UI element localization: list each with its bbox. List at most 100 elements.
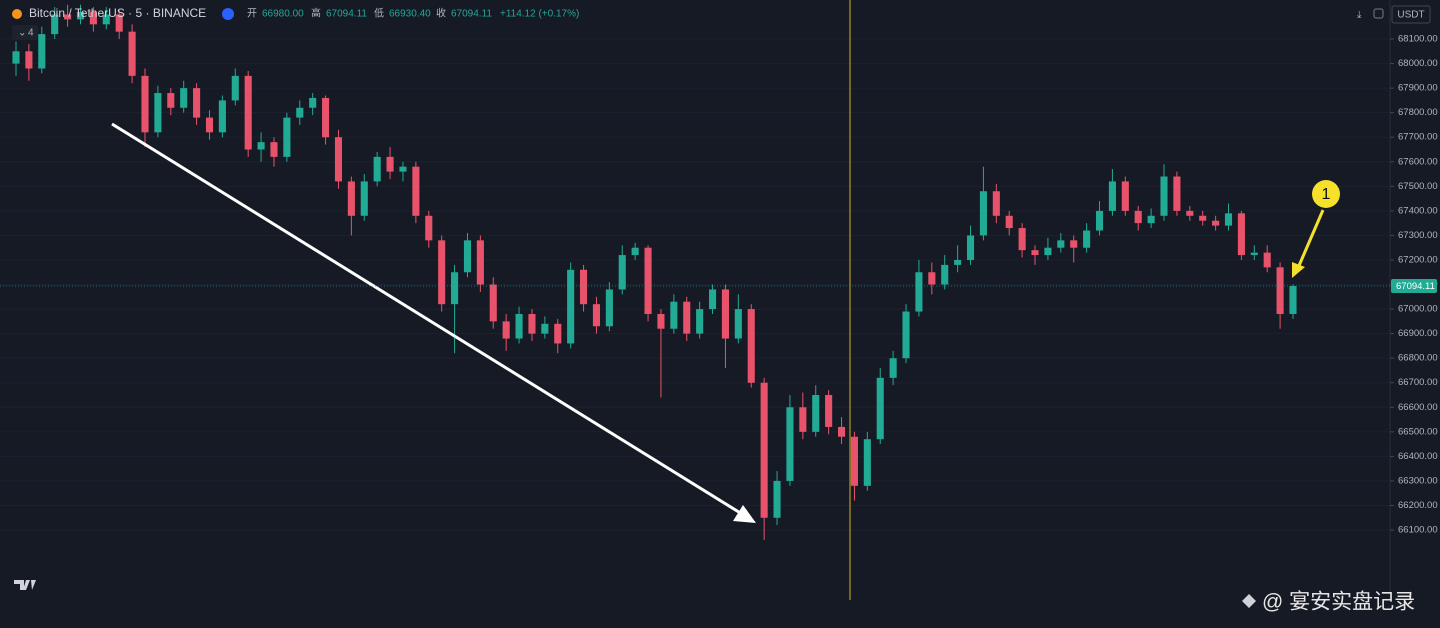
refresh-icon[interactable]: [1373, 8, 1384, 19]
candle-body: [309, 97, 317, 108]
candle-body: [554, 323, 562, 344]
candle-body: [412, 166, 420, 216]
candle-body: [605, 289, 613, 327]
indicator-toggle[interactable]: [12, 25, 38, 40]
candle-body: [218, 100, 226, 133]
y-tick-label: 66300.00: [1398, 475, 1438, 486]
candle-body: [696, 309, 704, 334]
trend-arrow-head: [733, 505, 756, 523]
candle-body: [825, 395, 833, 427]
candle-body: [515, 313, 523, 339]
candle-body: [502, 321, 510, 339]
candle-body: [786, 407, 794, 481]
y-tick-label: 67200.00: [1398, 254, 1438, 265]
candle-body: [812, 395, 820, 432]
y-tick-label: 68100.00: [1398, 34, 1438, 45]
candle-body: [296, 107, 304, 118]
watermark-logo: [1242, 594, 1256, 608]
candle-body: [1237, 213, 1245, 256]
candle-body: [25, 51, 33, 69]
y-tick-label: 67400.00: [1398, 205, 1438, 216]
candle-body: [773, 480, 781, 518]
candle-body: [1005, 215, 1013, 229]
replay-icon[interactable]: [222, 8, 234, 20]
candle-body: [244, 75, 252, 150]
y-tick-label: 67500.00: [1398, 181, 1438, 192]
candle-body: [941, 264, 949, 285]
annotation-badge: [1312, 180, 1340, 208]
currency-label: USDT: [1397, 10, 1424, 21]
candle-body: [1160, 176, 1168, 216]
candle-body: [64, 14, 72, 20]
y-tick-label: 66500.00: [1398, 426, 1438, 437]
low-value: 66930.40: [389, 9, 431, 20]
candle-body: [51, 14, 59, 35]
candle-body: [992, 191, 1000, 216]
candle-body: [644, 247, 652, 314]
candle-body: [1083, 230, 1091, 248]
grid: [0, 38, 1390, 531]
candle-body: [567, 269, 575, 344]
high-value: 67094.11: [326, 9, 367, 20]
candle-body: [12, 51, 20, 64]
annotation-label: 1: [1322, 186, 1331, 203]
candle-body: [747, 309, 755, 383]
candle-body: [850, 436, 858, 486]
candle-body: [915, 272, 923, 312]
candle-body: [592, 304, 601, 327]
candle-body: [954, 259, 962, 265]
candle-body: [683, 301, 691, 334]
tv-logo: [14, 580, 36, 590]
candle-body: [618, 255, 626, 290]
indicator-count: 4: [28, 28, 34, 39]
candle-body: [657, 313, 665, 329]
candle-body: [889, 358, 897, 378]
candle-body: [1121, 181, 1129, 211]
candle-body: [670, 301, 678, 329]
candle-body: [979, 191, 987, 236]
annotation-arrow-head: [1292, 262, 1305, 278]
y-tick-label: 67900.00: [1398, 83, 1438, 94]
candle-body: [89, 12, 97, 25]
y-tick-label: 66400.00: [1398, 451, 1438, 462]
candle-body: [373, 156, 381, 182]
y-tick-label: 66600.00: [1398, 402, 1438, 413]
candle-body: [399, 166, 407, 172]
candle-body: [1276, 267, 1284, 314]
candle-body: [489, 284, 497, 322]
candle-body: [1212, 220, 1220, 226]
candle-body: [580, 269, 588, 305]
candle-body: [386, 156, 394, 172]
candle-body: [1108, 181, 1116, 211]
candle-body: [257, 142, 265, 150]
candle-body: [1173, 176, 1181, 211]
y-tick-label: 67600.00: [1398, 156, 1438, 167]
candle-body: [1289, 285, 1297, 314]
y-tick-label: 67000.00: [1398, 304, 1438, 315]
last-price-tag: [1391, 278, 1437, 293]
currency-button[interactable]: [1391, 5, 1431, 24]
candle-body: [721, 289, 729, 339]
candle-body: [876, 377, 884, 440]
open-value: 66980.00: [262, 9, 304, 20]
candle-body: [1018, 228, 1026, 251]
y-tick-label: 66100.00: [1398, 525, 1438, 536]
high-key: 高: [311, 7, 321, 20]
candle-body: [463, 240, 472, 273]
candle-body: [1057, 240, 1065, 248]
trend-arrow: [111, 122, 743, 516]
candle-body: [528, 313, 536, 334]
candle-body: [1095, 210, 1104, 231]
close-key: 收: [436, 7, 446, 20]
download-icon[interactable]: ⤓: [1357, 10, 1362, 21]
y-tick-label: 66900.00: [1398, 328, 1438, 339]
candle-body: [541, 323, 549, 334]
candle-body: [115, 14, 123, 32]
candle-body: [180, 88, 188, 108]
y-tick-label: 67700.00: [1398, 132, 1438, 143]
candle-body: [760, 382, 768, 518]
candle-body: [347, 181, 355, 216]
candle-body: [231, 75, 239, 101]
